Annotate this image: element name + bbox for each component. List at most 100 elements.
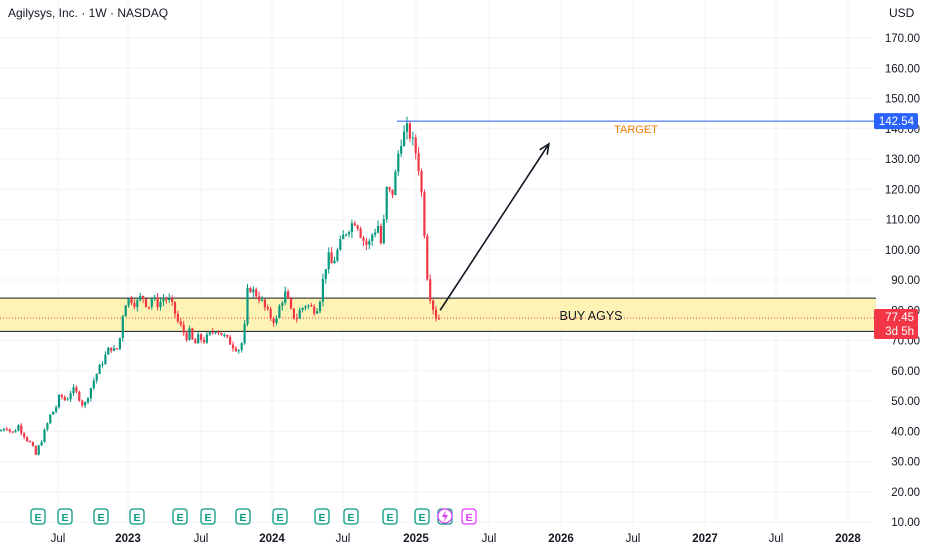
y-tick-label: 60.00 bbox=[891, 366, 920, 378]
arrow-annotation[interactable] bbox=[439, 143, 550, 311]
candle bbox=[52, 411, 55, 415]
candle-body bbox=[342, 234, 345, 240]
candle bbox=[408, 120, 411, 142]
candle bbox=[374, 228, 377, 238]
candle-body bbox=[426, 236, 429, 280]
candle bbox=[147, 306, 150, 310]
candle bbox=[124, 304, 127, 317]
candle-body bbox=[81, 400, 84, 406]
earnings-marker-letter: E bbox=[133, 512, 140, 524]
lightning-icon bbox=[437, 508, 453, 524]
countdown-tag: 3d 5h bbox=[885, 326, 914, 338]
candle bbox=[385, 186, 388, 223]
candle-body bbox=[176, 313, 179, 322]
earnings-marker: E bbox=[30, 508, 46, 525]
time-axis[interactable]: Jul 2023 Jul 2024 Jul 2025 Jul 2026 Jul 2027 Jul 20… bbox=[51, 533, 862, 545]
candle bbox=[397, 150, 400, 177]
candle-body bbox=[84, 402, 87, 406]
candle-body bbox=[234, 348, 237, 351]
candle bbox=[220, 332, 223, 336]
candle-body bbox=[130, 298, 133, 304]
candle bbox=[121, 315, 124, 342]
candle bbox=[144, 298, 148, 308]
x-tick-label: Jul bbox=[769, 533, 784, 545]
candle bbox=[81, 399, 84, 408]
buy-zone-label[interactable]: BUY AGYS bbox=[560, 309, 623, 323]
candle-body bbox=[185, 332, 188, 340]
y-tick-label: 30.00 bbox=[891, 457, 920, 469]
candle bbox=[72, 384, 75, 397]
candle bbox=[78, 390, 81, 402]
y-tick-label: 120.00 bbox=[885, 184, 920, 196]
candle-body bbox=[142, 295, 145, 299]
candle bbox=[214, 331, 217, 335]
candle-body bbox=[356, 225, 359, 229]
earnings-marker-letter: E bbox=[276, 512, 283, 524]
y-tick-label: 150.00 bbox=[885, 94, 920, 106]
price-axis[interactable]: 170.00160.00150.00140.00130.00120.00110.… bbox=[885, 33, 920, 529]
candle-body bbox=[304, 306, 307, 308]
candle bbox=[104, 351, 107, 365]
candle-body bbox=[403, 131, 406, 147]
candles bbox=[0, 116, 440, 456]
candle-body bbox=[374, 232, 377, 235]
candle bbox=[342, 230, 345, 240]
candle bbox=[176, 310, 179, 324]
candle bbox=[159, 297, 162, 311]
candle bbox=[379, 223, 382, 245]
candle bbox=[417, 147, 420, 176]
candle bbox=[49, 414, 52, 424]
candle bbox=[139, 292, 142, 302]
candle bbox=[197, 331, 200, 344]
candle-body bbox=[307, 305, 310, 307]
candle-body bbox=[330, 252, 333, 264]
candle-body bbox=[231, 344, 235, 349]
earnings-marker-letter: E bbox=[97, 512, 104, 524]
target-label[interactable]: TARGET bbox=[614, 124, 658, 136]
candle-body bbox=[437, 318, 440, 320]
earnings-marker: E bbox=[129, 508, 145, 525]
candle-body bbox=[205, 334, 208, 343]
y-tick-label: 50.00 bbox=[891, 396, 920, 408]
candle bbox=[258, 291, 261, 304]
candle-body bbox=[327, 252, 330, 270]
candle bbox=[426, 233, 429, 281]
candle-body bbox=[60, 394, 63, 397]
candle bbox=[92, 377, 95, 391]
candle-body bbox=[136, 300, 139, 307]
candle bbox=[423, 189, 426, 239]
target-price-tag: 142.54 bbox=[879, 116, 915, 128]
candle bbox=[405, 116, 409, 140]
candle bbox=[434, 306, 438, 322]
candle bbox=[223, 332, 226, 338]
candle-body bbox=[75, 387, 78, 392]
earnings-marker: E bbox=[57, 508, 73, 525]
y-tick-label: 170.00 bbox=[885, 33, 920, 45]
candle bbox=[429, 274, 432, 304]
candle bbox=[237, 349, 240, 354]
earnings-marker-box bbox=[414, 508, 430, 525]
earnings-marker-letter: E bbox=[34, 512, 41, 524]
candle-body bbox=[220, 332, 223, 336]
candle bbox=[281, 300, 284, 311]
earnings-marker-letter: E bbox=[386, 512, 393, 524]
candle-body bbox=[217, 332, 220, 334]
candle bbox=[391, 189, 394, 199]
candle-body bbox=[63, 396, 66, 401]
chart-grid bbox=[0, 0, 872, 526]
candle bbox=[95, 373, 98, 384]
candle-body bbox=[34, 445, 37, 455]
candle bbox=[31, 441, 34, 447]
x-tick-label: Jul bbox=[336, 533, 351, 545]
candle bbox=[269, 306, 272, 322]
candle bbox=[205, 331, 208, 345]
symbol-title[interactable]: Agilysys, Inc. · 1W · NASDAQ bbox=[8, 6, 169, 20]
candle bbox=[324, 269, 327, 284]
candle bbox=[156, 292, 159, 311]
candle bbox=[89, 387, 92, 402]
candle bbox=[330, 247, 333, 264]
candle bbox=[63, 395, 66, 401]
candle bbox=[368, 238, 371, 250]
candle bbox=[295, 313, 298, 323]
